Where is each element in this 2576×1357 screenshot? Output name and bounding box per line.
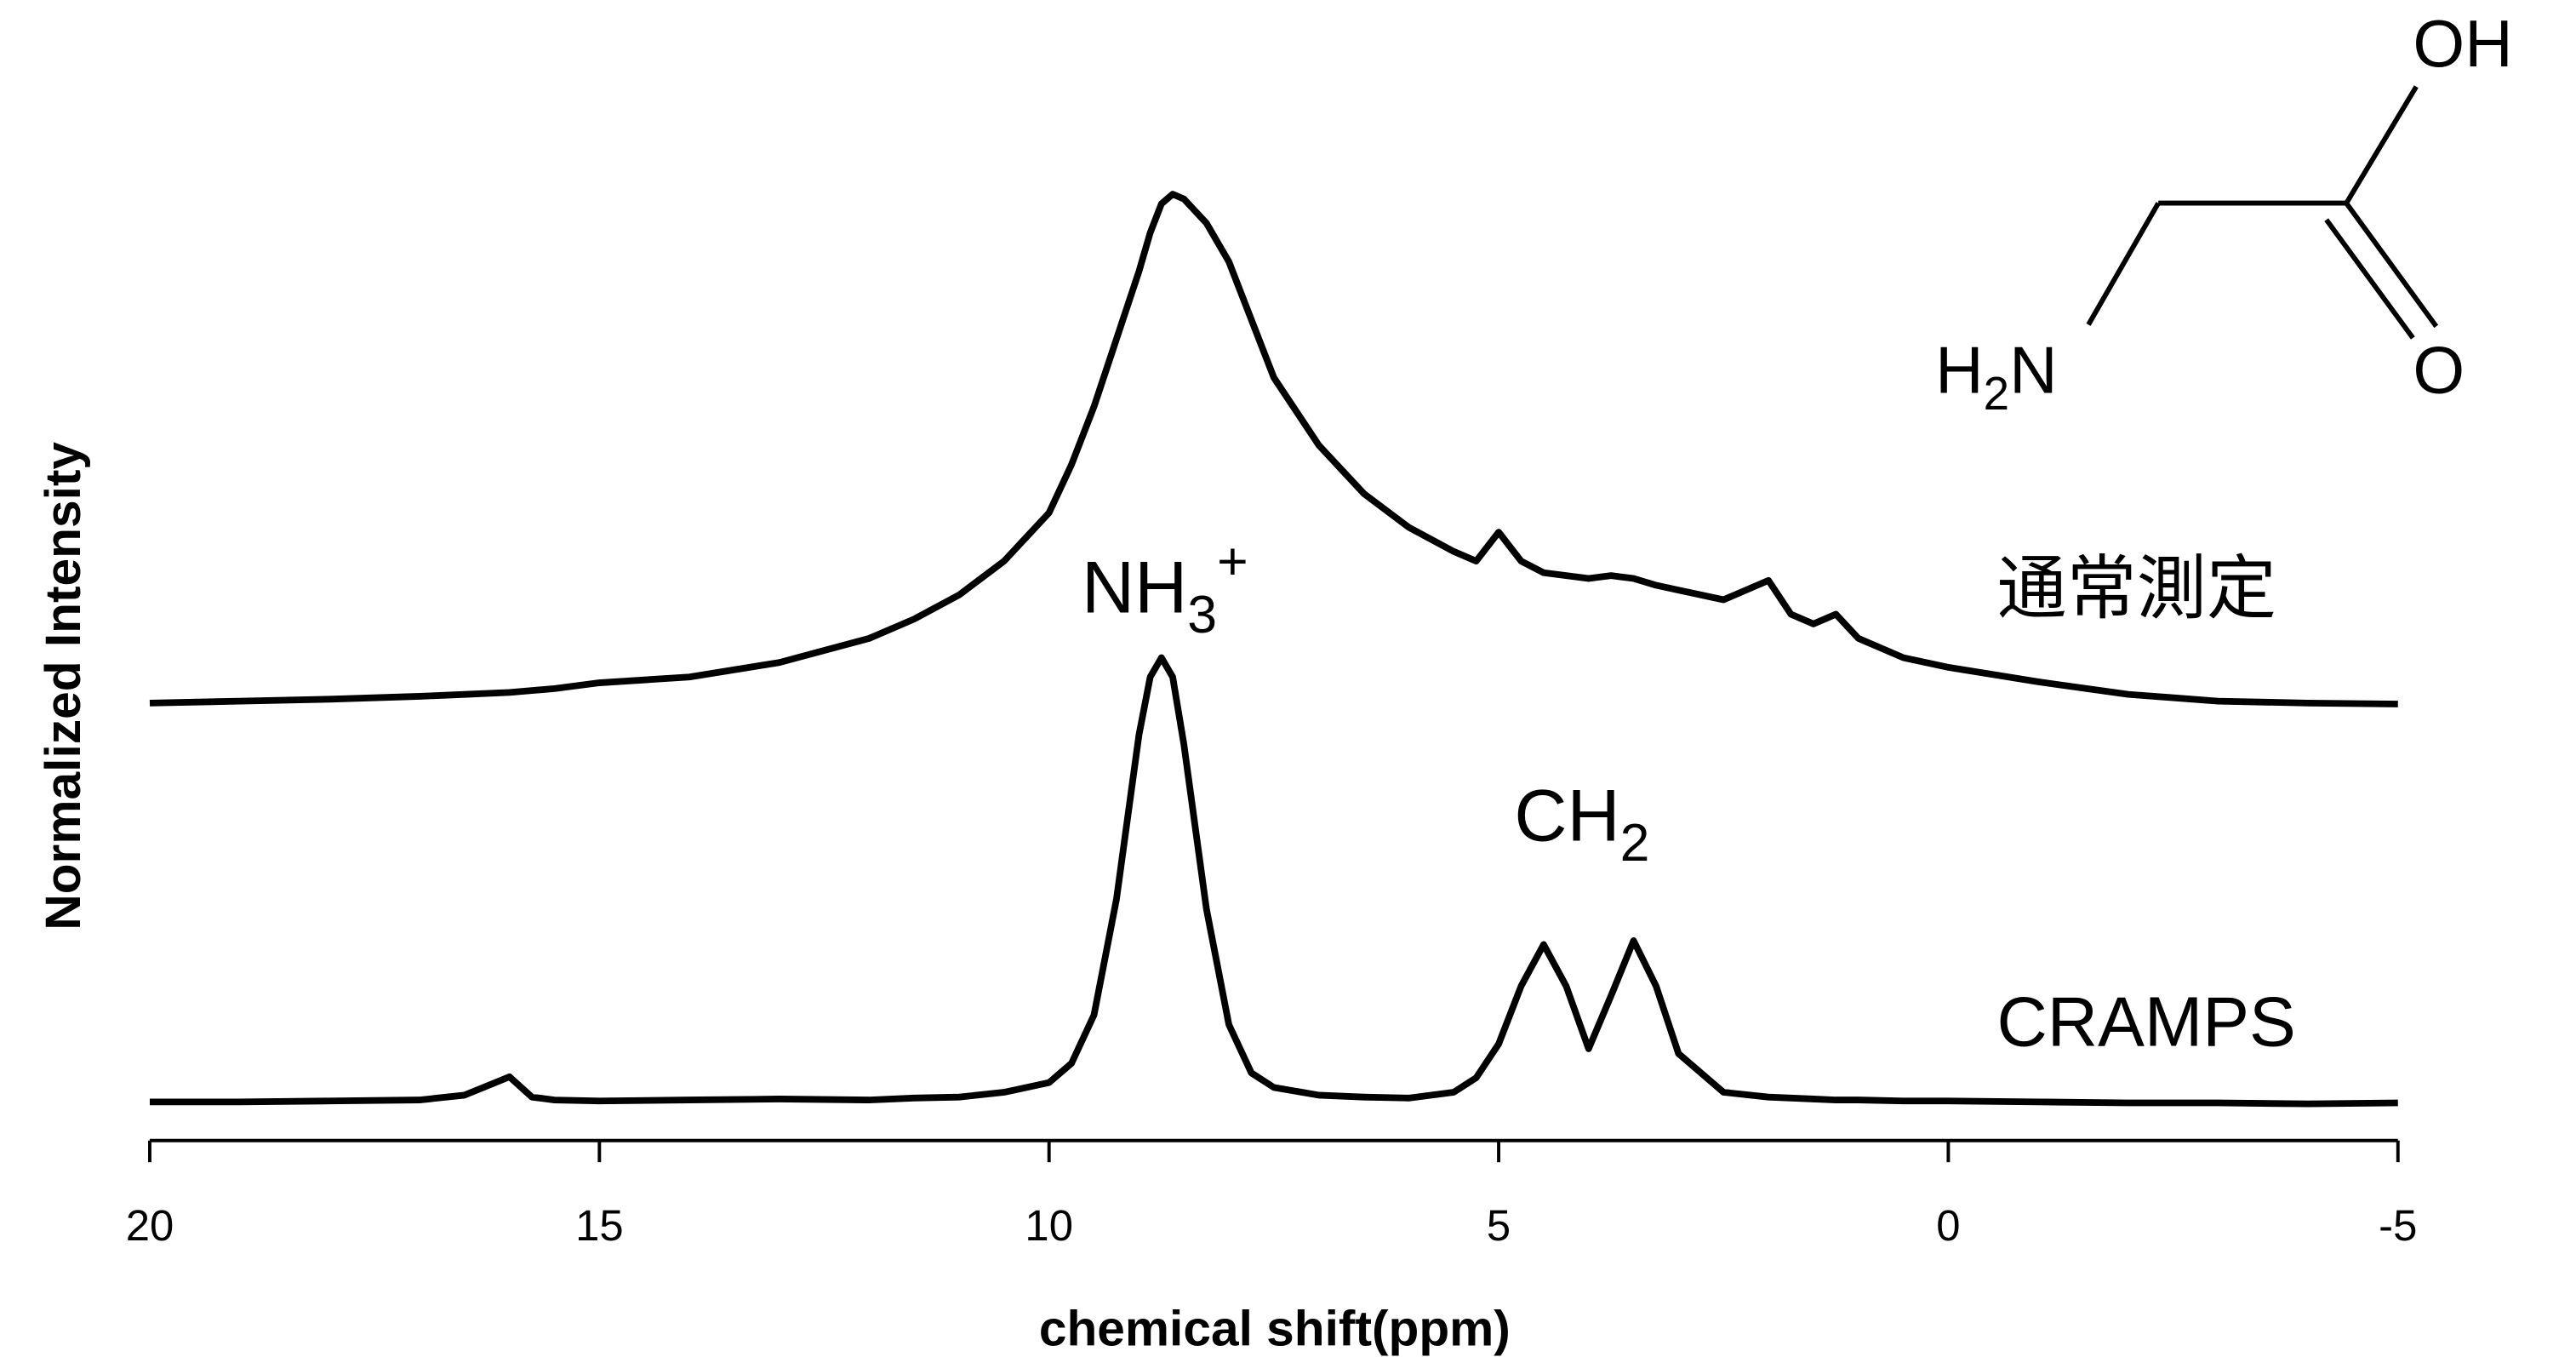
annotation: NH3+ xyxy=(1082,532,1248,645)
annotation: CH2 xyxy=(1514,776,1649,873)
x-tick-label: -5 xyxy=(2379,1201,2417,1250)
y-axis-label: Normalized Intensity xyxy=(36,442,91,930)
x-tick-label: 5 xyxy=(1487,1201,1511,1250)
x-tick-label: 15 xyxy=(575,1201,624,1250)
molecule-bonds xyxy=(2086,85,2439,340)
molecule-atom: O xyxy=(2413,333,2465,408)
spectrum-line xyxy=(149,654,2398,1108)
series-label: 通常測定 xyxy=(1997,551,2276,628)
molecule-atom: H2N xyxy=(1935,333,2057,421)
x-tick-label: 10 xyxy=(1025,1201,1073,1250)
x-tick-label: 0 xyxy=(1936,1201,1960,1250)
series-label: CRAMPS xyxy=(1997,983,2296,1061)
x-tick-label: 20 xyxy=(126,1201,174,1250)
x-axis-label: chemical shift(ppm) xyxy=(1039,1301,1511,1356)
molecule-atom: OH xyxy=(2413,6,2512,81)
spectrum-line xyxy=(149,191,2398,707)
